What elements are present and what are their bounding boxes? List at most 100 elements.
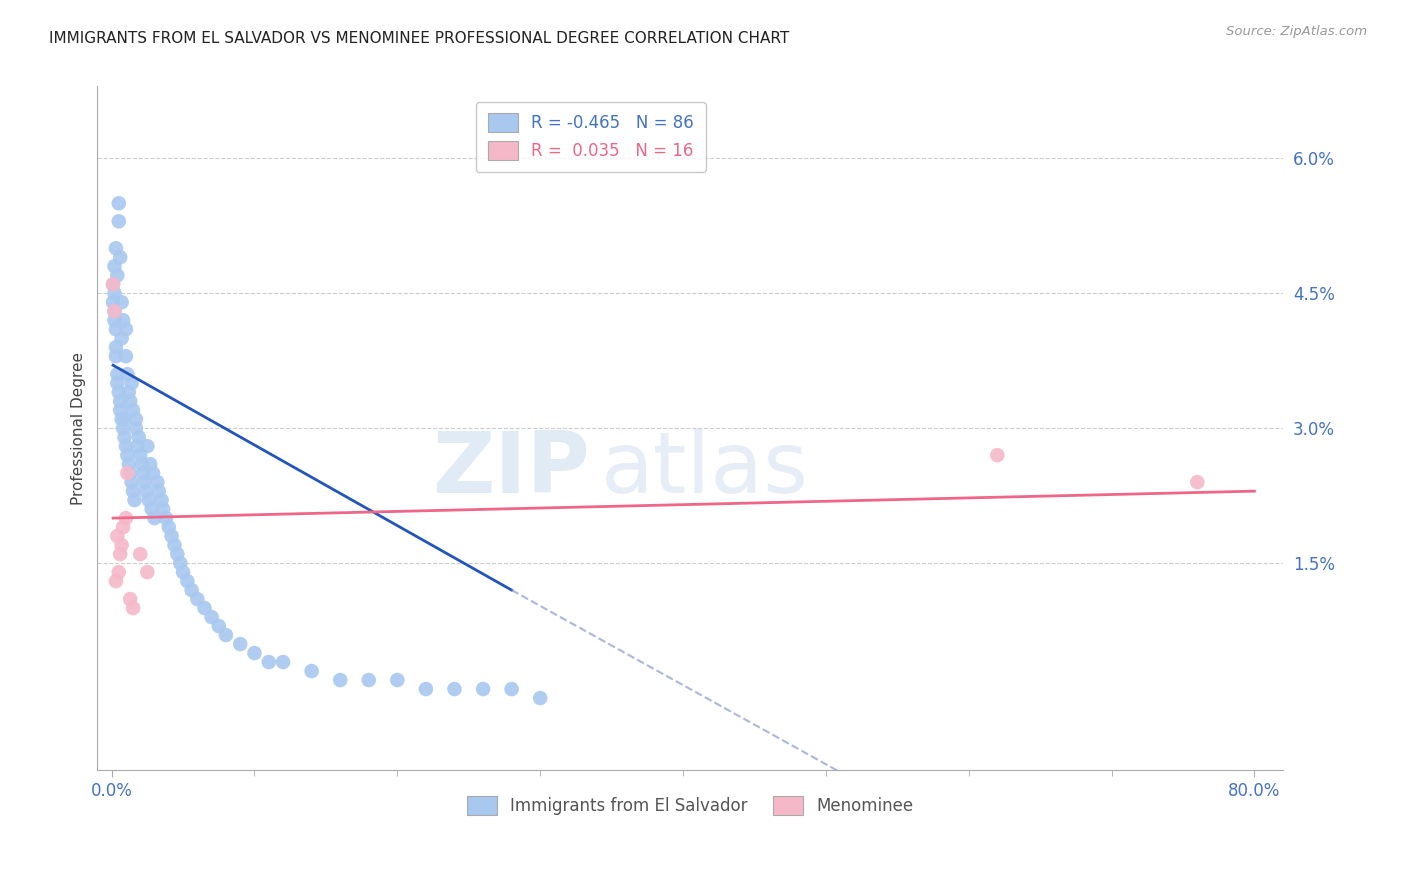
Point (114, 430, 136, 444)
Point (115, 322, 138, 336)
Point (108, 394, 131, 409)
Point (107, 385, 129, 400)
Point (120, 592, 142, 607)
Point (136, 565, 159, 579)
Point (107, 214, 129, 228)
Point (501, 681, 523, 696)
Point (122, 403, 145, 417)
Point (986, 448, 1008, 462)
Point (125, 421, 148, 435)
Point (101, 277, 124, 292)
Point (108, 547, 131, 561)
Y-axis label: Professional Degree: Professional Degree (72, 351, 86, 505)
Point (104, 241, 127, 255)
Point (134, 475, 156, 490)
Point (111, 538, 134, 552)
Point (108, 403, 131, 417)
Text: atlas: atlas (602, 427, 810, 511)
Point (257, 655, 280, 669)
Point (443, 681, 465, 696)
Point (138, 493, 160, 508)
Point (229, 637, 252, 651)
Point (150, 493, 173, 508)
Point (215, 628, 238, 642)
Point (186, 592, 208, 607)
Point (118, 385, 141, 400)
Point (125, 412, 148, 426)
Point (117, 448, 139, 462)
Point (129, 547, 152, 561)
Point (111, 331, 134, 345)
Point (105, 268, 128, 283)
Point (152, 502, 174, 516)
Point (139, 457, 162, 471)
Point (115, 439, 138, 453)
Point (146, 475, 169, 490)
Point (117, 466, 139, 480)
Point (103, 304, 125, 318)
Point (529, 691, 551, 706)
Point (169, 556, 191, 570)
Point (108, 250, 131, 264)
Point (103, 260, 125, 274)
Point (112, 421, 135, 435)
Point (163, 538, 186, 552)
Point (105, 368, 128, 382)
Point (1187, 475, 1209, 490)
Point (193, 601, 215, 615)
Point (148, 484, 170, 499)
Text: Source: ZipAtlas.com: Source: ZipAtlas.com (1226, 25, 1367, 38)
Point (115, 349, 138, 363)
Legend: Immigrants from El Salvador, Menominee: Immigrants from El Salvador, Menominee (458, 788, 922, 823)
Point (136, 439, 159, 453)
Point (124, 493, 146, 508)
Point (172, 565, 194, 579)
Point (112, 520, 135, 534)
Point (160, 529, 183, 543)
Point (112, 313, 135, 327)
Point (141, 502, 163, 516)
Point (357, 673, 380, 687)
Point (118, 457, 141, 471)
Point (143, 511, 166, 525)
Text: ZIP: ZIP (432, 427, 589, 511)
Point (132, 466, 155, 480)
Point (105, 376, 128, 391)
Point (120, 394, 142, 409)
Point (122, 484, 145, 499)
Point (122, 601, 145, 615)
Point (103, 313, 125, 327)
Point (103, 304, 125, 318)
Point (208, 619, 231, 633)
Point (135, 484, 157, 499)
Point (107, 565, 129, 579)
Point (180, 583, 202, 598)
Point (105, 529, 128, 543)
Point (301, 664, 323, 678)
Text: IMMIGRANTS FROM EL SALVADOR VS MENOMINEE PROFESSIONAL DEGREE CORRELATION CHART: IMMIGRANTS FROM EL SALVADOR VS MENOMINEE… (49, 31, 789, 46)
Point (127, 439, 149, 453)
Point (121, 475, 143, 490)
Point (104, 349, 127, 363)
Point (117, 368, 139, 382)
Point (131, 457, 153, 471)
Point (387, 673, 409, 687)
Point (104, 322, 127, 336)
Point (472, 681, 495, 696)
Point (103, 286, 125, 301)
Point (107, 196, 129, 211)
Point (243, 646, 266, 660)
Point (120, 466, 142, 480)
Point (201, 610, 224, 624)
Point (176, 574, 198, 588)
Point (115, 511, 138, 525)
Point (114, 412, 136, 426)
Point (111, 295, 134, 310)
Point (111, 412, 134, 426)
Point (166, 547, 188, 561)
Point (128, 430, 150, 444)
Point (142, 466, 165, 480)
Point (121, 376, 143, 391)
Point (101, 277, 124, 292)
Point (104, 574, 127, 588)
